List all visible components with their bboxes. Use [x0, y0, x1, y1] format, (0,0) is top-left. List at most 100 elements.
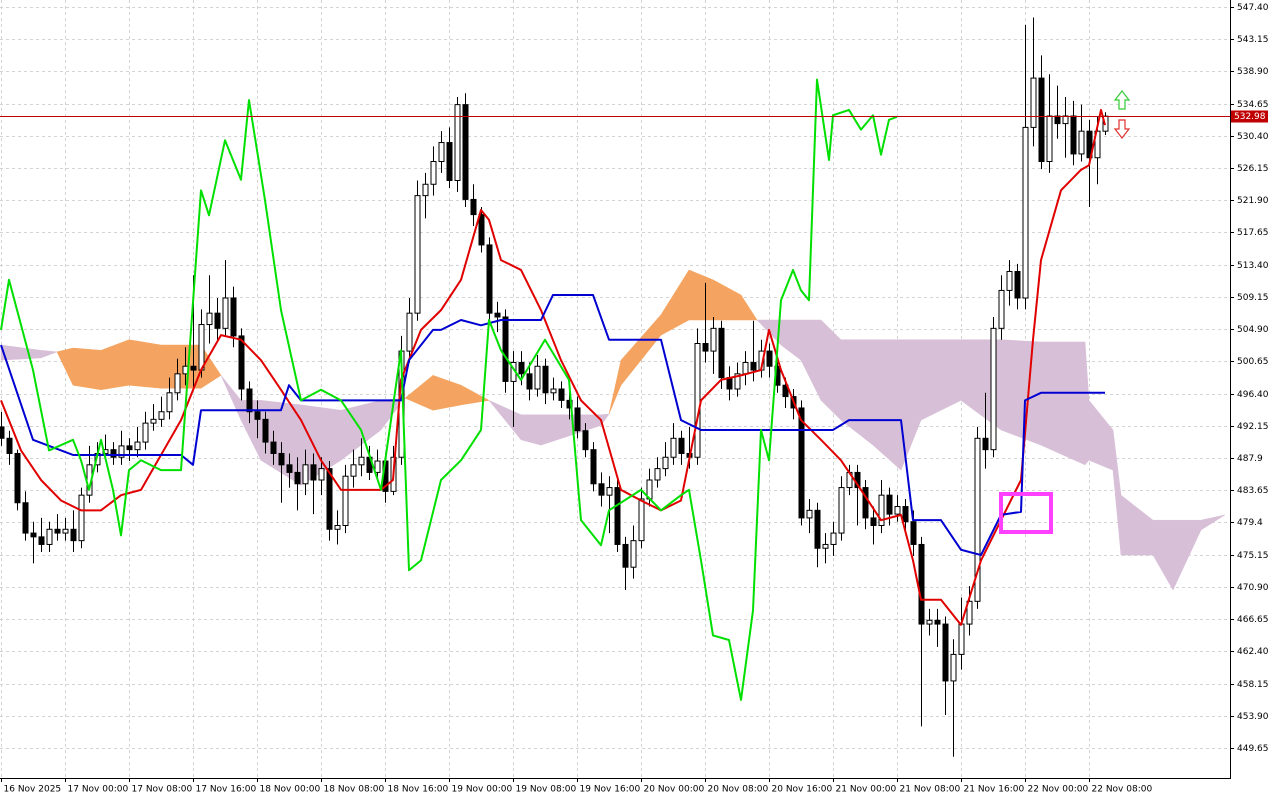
- x-tick-label: 19 Nov 00:00: [452, 785, 513, 795]
- y-tick-label: 530.40: [1237, 132, 1269, 142]
- candle-body: [654, 468, 661, 481]
- candle-body: [742, 361, 749, 375]
- candle-body: [782, 384, 789, 398]
- candle-body: [982, 437, 989, 451]
- y-tick-label: 458.15: [1237, 680, 1269, 690]
- cloud-segment: [128, 339, 162, 389]
- candle-body: [694, 343, 701, 458]
- candle-body: [254, 411, 261, 420]
- candle-body: [910, 521, 917, 545]
- candle-body: [942, 623, 949, 682]
- candle-body: [414, 195, 421, 314]
- y-tick-label: 470.90: [1237, 583, 1269, 593]
- candle-body: [710, 327, 717, 352]
- indicator-line: [0, 78, 898, 701]
- candle-body: [46, 528, 53, 545]
- candle-body: [678, 437, 685, 454]
- candle-body: [358, 456, 365, 466]
- candle-body: [1086, 130, 1093, 159]
- candle-body: [494, 312, 501, 318]
- cloud-segment: [1200, 514, 1226, 531]
- candle-body: [670, 437, 677, 458]
- x-tick-label: 22 Nov 08:00: [1092, 785, 1153, 795]
- x-tick-label: 16 Nov 2025: [4, 785, 62, 795]
- candle-body: [230, 297, 237, 337]
- indicator-line: [0, 293, 1105, 557]
- candle-body: [662, 456, 669, 470]
- candle-body: [798, 407, 805, 519]
- x-tick-label: 17 Nov 16:00: [196, 785, 257, 795]
- candle-body: [206, 312, 213, 326]
- candle-body: [126, 445, 133, 451]
- candle-body: [22, 502, 29, 534]
- cloud-segment: [40, 350, 58, 359]
- candle-body: [590, 449, 597, 485]
- candle-body: [1094, 130, 1101, 159]
- candle-body: [342, 475, 349, 526]
- candle-body: [78, 494, 85, 542]
- candle-body: [62, 528, 69, 534]
- y-tick-label: 479.4: [1237, 518, 1263, 528]
- candle-body: [550, 388, 557, 394]
- y-tick-label: 466.65: [1237, 615, 1269, 625]
- x-tick-label: 21 Nov 08:00: [900, 785, 961, 795]
- cloud-segment: [740, 294, 758, 321]
- candle-body: [38, 536, 45, 545]
- cloud-segment: [1040, 341, 1086, 466]
- candle-body: [246, 388, 253, 413]
- candle-body: [966, 600, 973, 625]
- candle-body: [262, 418, 269, 443]
- candle-body: [302, 464, 309, 485]
- candle-body: [502, 316, 509, 382]
- candle-body: [310, 464, 317, 481]
- buy-arrow: [1113, 90, 1131, 110]
- candle-body: [110, 449, 117, 458]
- candle-body: [558, 388, 565, 401]
- candle-body: [1038, 77, 1045, 163]
- x-tick-label: 18 Nov 00:00: [260, 785, 321, 795]
- x-tick-label: 20 Nov 00:00: [644, 785, 705, 795]
- candle-body: [918, 543, 925, 625]
- candle-body: [190, 365, 197, 371]
- x-tick-label: 22 Nov 00:00: [1028, 785, 1089, 795]
- candle-body: [934, 619, 941, 625]
- candle-body: [0, 426, 5, 439]
- candle-body: [862, 487, 869, 519]
- candle-body: [142, 422, 149, 443]
- candle-body: [334, 524, 341, 530]
- candle-body: [766, 350, 773, 367]
- candle-body: [630, 540, 637, 568]
- x-tick-label: 17 Nov 00:00: [68, 785, 129, 795]
- candle-body: [734, 373, 741, 390]
- candle-body: [214, 312, 221, 329]
- y-tick-label: 504.90: [1237, 325, 1269, 335]
- x-tick-label: 21 Nov 00:00: [836, 785, 897, 795]
- candle-body: [958, 623, 965, 655]
- candle-body: [222, 297, 229, 329]
- candle-body: [318, 468, 325, 481]
- y-tick-label: 492.15: [1237, 422, 1269, 432]
- candle-body: [542, 365, 549, 394]
- sell-arrow: [1113, 119, 1131, 139]
- cloud-segment: [72, 347, 102, 391]
- candle-body: [134, 441, 141, 451]
- y-tick-label: 547.40: [1237, 3, 1269, 13]
- candle-body: [30, 532, 37, 538]
- candle-body: [158, 411, 165, 420]
- candle-body: [990, 327, 997, 451]
- current-price-label: 532.98: [1234, 112, 1266, 122]
- candle-body: [582, 430, 589, 451]
- candle-body: [6, 437, 13, 454]
- y-tick-label: 538.90: [1237, 67, 1269, 77]
- candle-body: [278, 452, 285, 466]
- candle-body: [526, 373, 533, 390]
- candle-body: [574, 407, 581, 432]
- candle-body: [118, 445, 125, 458]
- candle-body: [878, 494, 885, 526]
- candle-body: [606, 487, 613, 496]
- candle-body: [598, 483, 605, 496]
- candle-body: [614, 487, 621, 545]
- cloud-segment: [460, 384, 490, 406]
